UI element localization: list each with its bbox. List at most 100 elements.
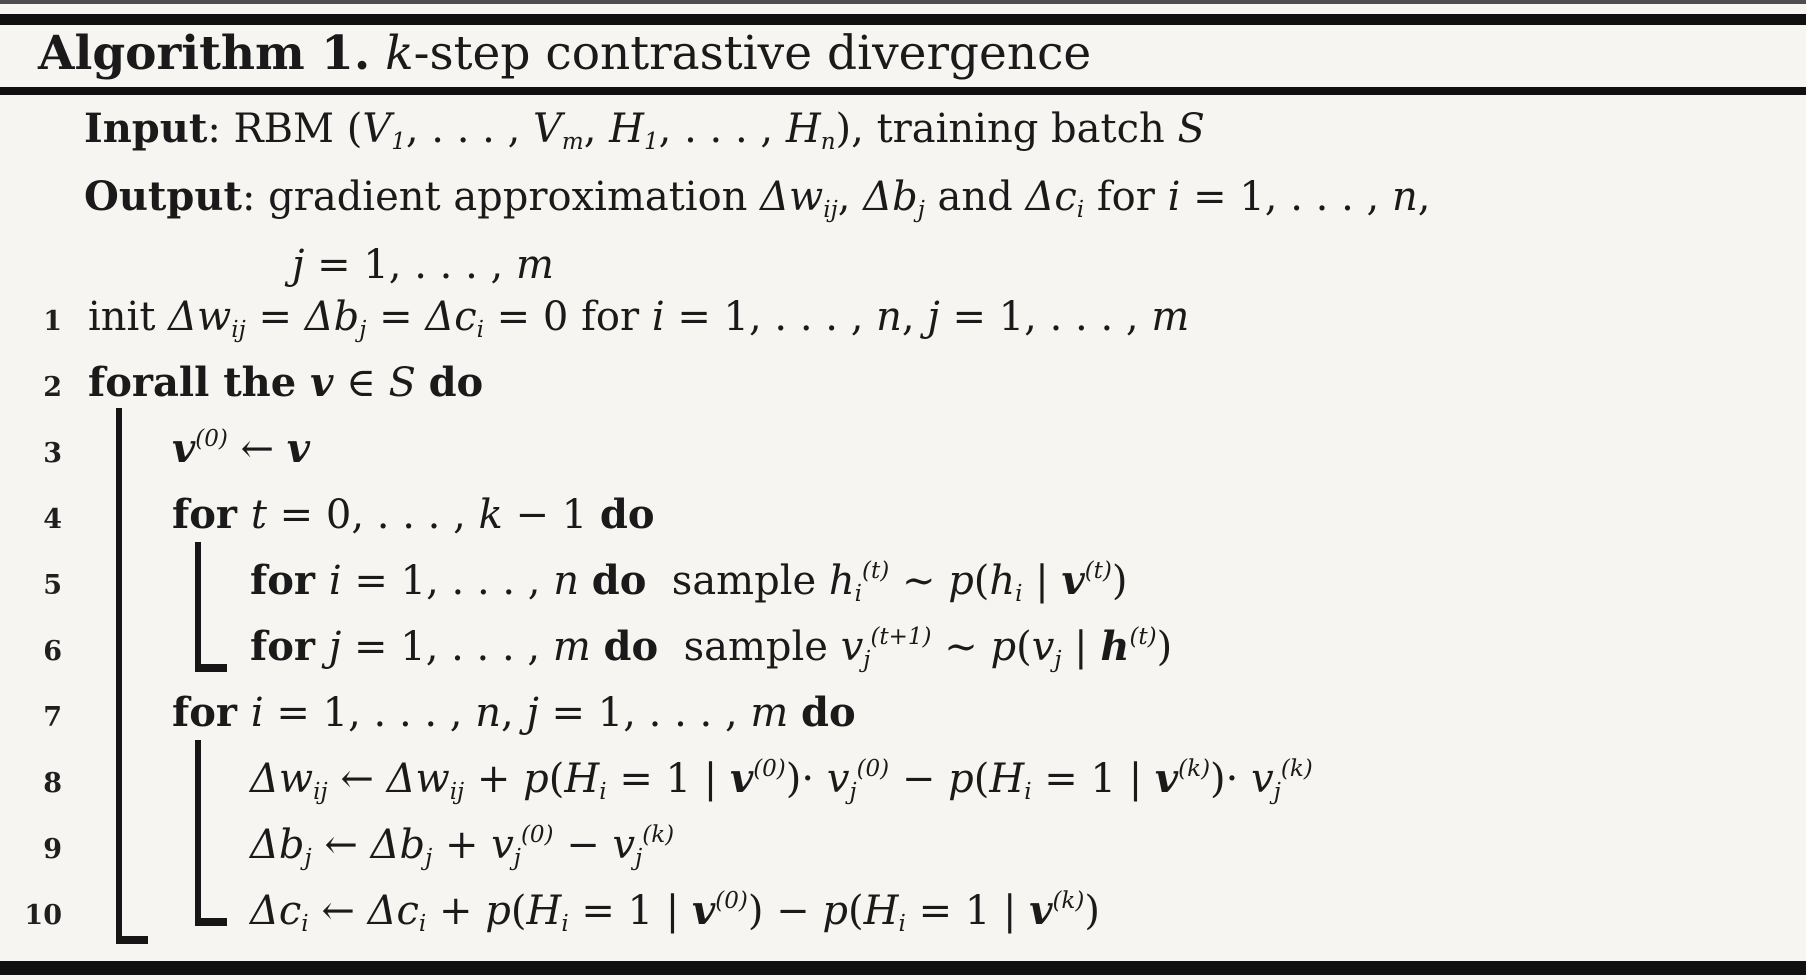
text-segment: h (989, 558, 1016, 604)
text-segment: ← (311, 822, 371, 868)
forall-block-bracket (116, 408, 122, 944)
text-segment: sample (646, 558, 829, 604)
forall-block-bracket-foot (116, 936, 148, 944)
text-segment: init (88, 294, 169, 340)
text-segment: , (901, 294, 928, 340)
text-segment: = 0, . . . , (266, 492, 479, 538)
text-segment: ( (548, 756, 565, 802)
text-segment: ∼ (889, 558, 949, 604)
text-segment: i (561, 911, 569, 937)
text-segment: 1 (644, 129, 659, 155)
text-segment: = 1, . . . , (1180, 174, 1392, 220)
text-segment (788, 690, 801, 736)
line-number: 7 (43, 702, 62, 733)
text-segment: j (328, 624, 342, 670)
text-segment: = 1, . . . , (939, 294, 1152, 340)
output-continuation-line: j = 1, . . . , m (292, 242, 554, 288)
text-segment: for (1084, 174, 1168, 220)
text-segment: v (826, 756, 850, 802)
text-segment: (k) (1280, 756, 1313, 782)
text-segment: S (388, 360, 416, 406)
text-segment: i (854, 581, 863, 607)
algorithm-line: 6 for j = 1, . . . , m do sample vj(t+1) … (0, 614, 1806, 680)
text-segment: = 1 | (606, 756, 730, 802)
statement: for i = 1, . . . , n, j = 1, . . . , m d… (172, 680, 856, 746)
for-t-block-bracket-foot (195, 664, 227, 672)
text-segment: p (485, 888, 511, 934)
title-separator-rule (0, 87, 1806, 95)
text-segment: 1 (391, 129, 406, 155)
text-segment: n (876, 294, 902, 340)
text-segment: i (599, 779, 607, 805)
text-segment: ), training batch (835, 106, 1178, 152)
text-segment: Δw (386, 756, 450, 802)
text-segment: ← (227, 426, 287, 472)
text-segment: m (750, 690, 789, 736)
statement: for t = 0, . . . , k − 1 do (172, 482, 655, 548)
text-segment: j (359, 317, 367, 343)
text-segment: (0) (715, 888, 748, 914)
text-segment: (0) (856, 756, 890, 782)
algorithm-line: 2 forall the v ∈ S do (0, 350, 1806, 416)
text-segment: j (292, 242, 305, 288)
text-segment: v (840, 624, 864, 670)
text-segment: + (432, 822, 492, 868)
text-segment: i (651, 294, 665, 340)
text-segment: H (989, 756, 1025, 802)
text-segment: j (1054, 647, 1062, 673)
text-segment: | (1022, 558, 1062, 604)
statement: for i = 1, . . . , n do sample hi(t) ∼ p… (250, 548, 1128, 614)
text-segment: p (990, 624, 1017, 670)
text-segment (370, 26, 385, 81)
text-segment: i (250, 690, 264, 736)
text-segment: Δb (370, 822, 426, 868)
algorithm-line: 4 for t = 0, . . . , k − 1 do (0, 482, 1806, 548)
text-segment: j (635, 845, 643, 871)
text-segment: Algorithm 1. (38, 26, 371, 81)
text-segment: i (1167, 174, 1181, 220)
text-segment: p (523, 756, 549, 802)
text-segment: (0) (195, 426, 228, 452)
text-segment: V (533, 106, 562, 152)
text-segment: ← (327, 756, 387, 802)
text-segment: H (785, 106, 821, 152)
text-segment: j (849, 779, 857, 805)
statement: Δbj ← Δbj + vj(0) − vj(k) (250, 812, 674, 878)
text-segment: j (917, 197, 925, 223)
text-segment: + (426, 888, 486, 934)
text-segment: = (366, 294, 426, 340)
text-segment: Δb (250, 822, 305, 868)
algorithm-line: 10 Δci ← Δci + p(Hi = 1 | v(0)) − p(Hi = … (0, 878, 1806, 944)
text-segment: for (250, 557, 329, 604)
text-segment: m (561, 129, 584, 155)
text-segment: )· (785, 756, 827, 802)
text-segment: n (553, 558, 579, 604)
text-segment: v (310, 359, 334, 406)
text-segment: (t) (862, 558, 890, 584)
text-segment: v (612, 822, 636, 868)
algorithm-line: 7 for i = 1, . . . , n, j = 1, . . . , m … (0, 680, 1806, 746)
statement: Δci ← Δci + p(Hi = 1 | v(0)) − p(Hi = 1 … (250, 878, 1100, 944)
text-segment: j (1273, 779, 1281, 805)
text-segment: n (820, 129, 836, 155)
text-segment: , . . . , (658, 106, 786, 152)
text-segment: and (924, 174, 1026, 220)
text-segment: ( (973, 558, 990, 604)
statement: for j = 1, . . . , m do sample vj(t+1) ∼… (250, 614, 1172, 680)
text-segment: , (1417, 174, 1431, 220)
text-segment: ∼ (931, 624, 991, 670)
text-segment: ← (308, 888, 368, 934)
line-number: 9 (43, 834, 62, 865)
text-segment: v (491, 822, 514, 868)
text-segment: -step contrastive divergence (413, 26, 1092, 81)
text-segment: j (927, 294, 940, 340)
text-segment: i (1015, 581, 1023, 607)
text-segment: ) (1084, 888, 1100, 934)
text-segment: = 1, . . . , (341, 558, 554, 604)
text-segment: H (526, 888, 562, 934)
text-segment: − (553, 822, 613, 868)
text-segment: )· (1210, 756, 1252, 802)
text-segment: | (1061, 624, 1101, 670)
bottom-rule (0, 961, 1806, 975)
text-segment: = 1, . . . , (664, 294, 877, 340)
